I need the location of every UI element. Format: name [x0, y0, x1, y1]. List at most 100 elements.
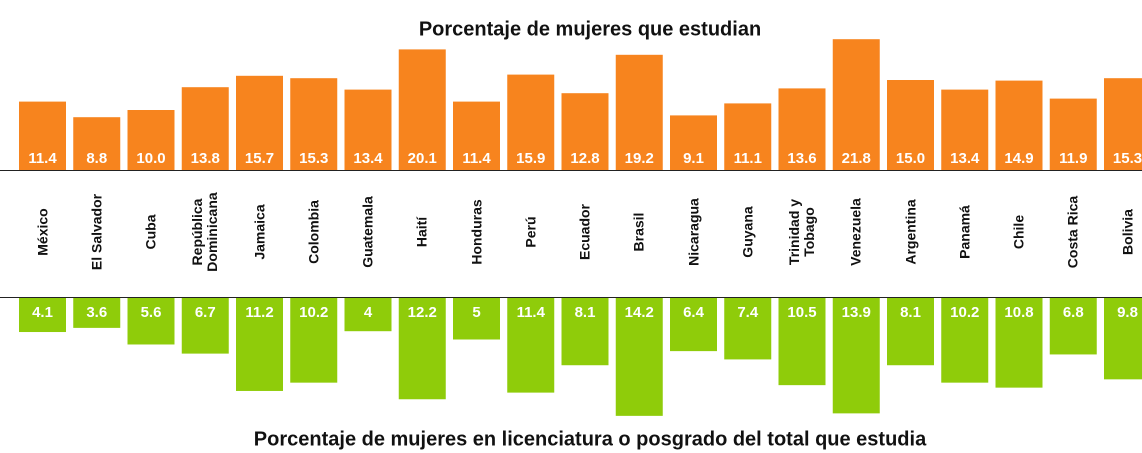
value-label: 10.2 — [299, 304, 328, 321]
chart-title: Porcentaje de mujeres que estudian — [419, 18, 761, 40]
value-label: 10.2 — [950, 304, 979, 321]
category-label: El Salvador — [88, 193, 105, 271]
category-label: Guyana — [739, 206, 756, 258]
value-label: 4 — [364, 304, 373, 321]
bar — [236, 298, 283, 391]
category-label: Cuba — [142, 214, 159, 250]
value-label: 13.8 — [191, 150, 220, 167]
value-label: 11.9 — [1059, 150, 1087, 167]
bar — [127, 298, 175, 345]
value-label: 20.1 — [408, 150, 437, 167]
bar — [73, 117, 121, 170]
bar — [887, 298, 934, 366]
bar — [724, 298, 772, 360]
value-label: 9.1 — [683, 150, 704, 167]
bar — [1049, 298, 1097, 355]
value-label: 3.6 — [86, 304, 107, 321]
bar — [1104, 78, 1142, 170]
bar — [19, 101, 66, 170]
category-label: Brasil — [630, 212, 647, 252]
value-label: 6.8 — [1063, 304, 1084, 321]
value-label: 15.3 — [299, 150, 328, 167]
bar — [561, 298, 609, 366]
bar — [127, 110, 175, 170]
category-label: Colombia — [305, 200, 322, 264]
value-label: 4.1 — [32, 304, 53, 321]
value-label: 21.8 — [842, 150, 871, 167]
value-label: 11.1 — [734, 150, 762, 167]
bar — [398, 49, 446, 170]
category-label: Ecuador — [576, 204, 593, 261]
category-label: Haití — [413, 216, 430, 248]
bar — [398, 298, 446, 400]
value-label: 9.8 — [1117, 304, 1138, 321]
value-label: 13.4 — [950, 150, 980, 167]
bar — [181, 298, 229, 354]
value-label: 10.0 — [136, 150, 165, 167]
bar — [778, 88, 826, 170]
value-label: 13.9 — [842, 304, 871, 321]
chart-title: Porcentaje de mujeres en licenciatura o … — [254, 428, 927, 450]
category-label: Guatemala — [359, 196, 376, 268]
bar — [1104, 298, 1142, 380]
bar — [832, 298, 880, 414]
bar — [344, 298, 392, 332]
bar — [832, 39, 880, 171]
value-label: 8.1 — [575, 304, 596, 321]
bar — [941, 89, 989, 170]
category-label: Panamá — [956, 205, 973, 259]
value-label: 14.9 — [1004, 150, 1033, 167]
category-label: Honduras — [468, 199, 484, 265]
value-label: 15.7 — [245, 150, 274, 167]
value-label: 8.8 — [86, 150, 107, 167]
bar — [453, 101, 500, 170]
category-label: Jamaica — [251, 204, 267, 260]
value-label: 7.4 — [737, 304, 759, 321]
value-label: 11.4 — [28, 150, 57, 167]
category-label: Chile — [1010, 214, 1027, 250]
bar — [561, 93, 609, 170]
bar — [670, 298, 717, 352]
bar — [236, 75, 283, 170]
value-label: 6.4 — [683, 304, 705, 321]
category-label: República Dominicana — [189, 192, 221, 272]
value-label: 8.1 — [900, 304, 921, 321]
value-label: 10.8 — [1004, 304, 1033, 321]
bar — [670, 115, 717, 170]
bar — [615, 54, 663, 170]
bar — [344, 89, 392, 170]
value-label: 5 — [472, 304, 480, 321]
bar — [73, 298, 121, 328]
bar — [507, 298, 555, 393]
category-label: Venezuela — [847, 198, 864, 266]
bar — [995, 298, 1043, 388]
value-label: 11.2 — [245, 304, 273, 321]
value-label: 12.8 — [570, 150, 599, 167]
category-label: Trinidad y Tobago — [786, 198, 817, 266]
value-label: 19.2 — [625, 150, 654, 167]
bar — [290, 298, 338, 383]
value-label: 10.5 — [787, 304, 816, 321]
category-label: México — [34, 208, 50, 256]
bar — [887, 80, 934, 170]
bar — [290, 78, 338, 170]
value-label: 11.4 — [462, 150, 491, 167]
bar — [995, 80, 1043, 170]
category-label: Bolivia — [1119, 209, 1135, 255]
bar — [181, 87, 229, 170]
value-label: 15.9 — [516, 150, 545, 167]
category-label: Perú — [522, 216, 539, 248]
value-label: 13.6 — [787, 150, 816, 167]
bar — [778, 298, 826, 386]
bar — [615, 298, 663, 416]
bar — [941, 298, 989, 383]
bar — [453, 298, 500, 340]
category-label: Costa Rica — [1064, 195, 1081, 269]
category-label: Nicaragua — [685, 198, 701, 266]
value-label: 11.4 — [517, 304, 546, 321]
category-label: Argentina — [902, 199, 918, 265]
value-label: 13.4 — [353, 150, 383, 167]
bar — [724, 103, 772, 170]
